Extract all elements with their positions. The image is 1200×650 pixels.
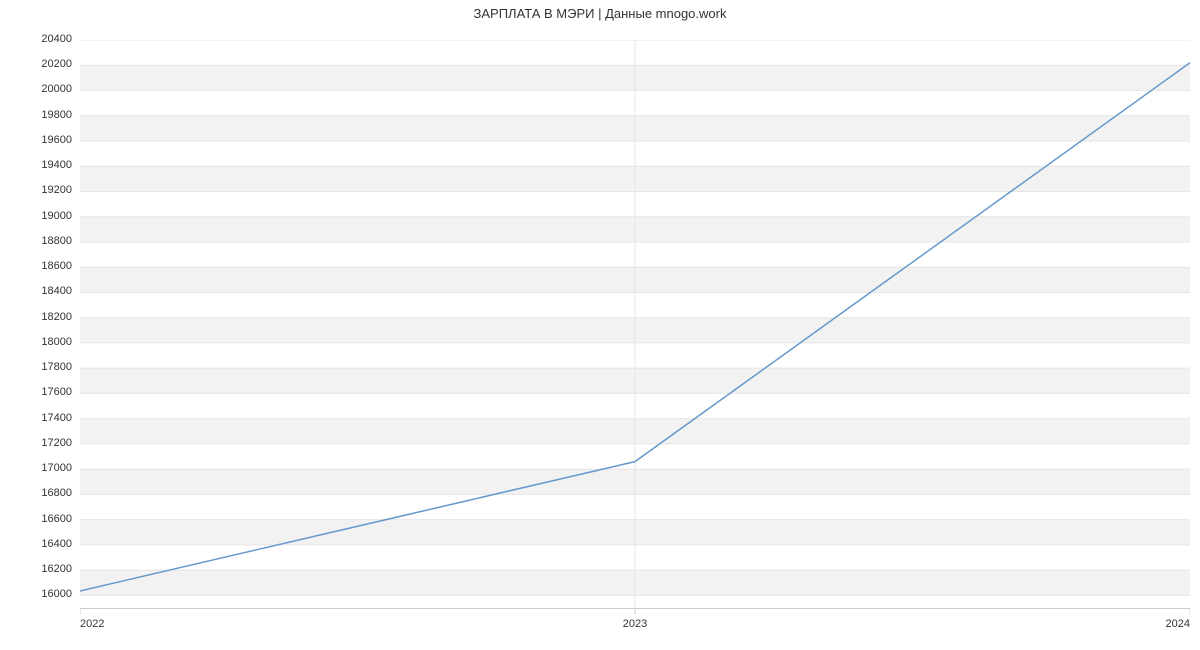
salary-line-chart: ЗАРПЛАТА В МЭРИ | Данные mnogo.work 1600… — [0, 0, 1200, 650]
y-tick-label: 17200 — [0, 437, 72, 449]
x-tick-label: 2022 — [80, 618, 140, 630]
chart-title: ЗАРПЛАТА В МЭРИ | Данные mnogo.work — [0, 6, 1200, 21]
y-tick-label: 18600 — [0, 260, 72, 272]
y-tick-label: 17600 — [0, 386, 72, 398]
x-tick-label: 2024 — [1130, 618, 1190, 630]
x-tick-label: 2023 — [605, 618, 665, 630]
chart-plot-svg — [80, 40, 1190, 616]
y-tick-label: 16200 — [0, 563, 72, 575]
y-tick-label: 16800 — [0, 487, 72, 499]
y-tick-label: 17400 — [0, 412, 72, 424]
y-tick-label: 18800 — [0, 235, 72, 247]
y-tick-label: 20400 — [0, 33, 72, 45]
y-tick-label: 19800 — [0, 109, 72, 121]
y-tick-label: 17000 — [0, 462, 72, 474]
y-tick-label: 16600 — [0, 513, 72, 525]
y-tick-label: 19000 — [0, 210, 72, 222]
y-tick-label: 16000 — [0, 588, 72, 600]
y-tick-label: 18400 — [0, 285, 72, 297]
y-tick-label: 19200 — [0, 184, 72, 196]
y-tick-label: 18000 — [0, 336, 72, 348]
y-tick-label: 20200 — [0, 58, 72, 70]
y-tick-label: 20000 — [0, 83, 72, 95]
y-tick-label: 19400 — [0, 159, 72, 171]
y-tick-label: 16400 — [0, 538, 72, 550]
y-tick-label: 17800 — [0, 361, 72, 373]
y-tick-label: 19600 — [0, 134, 72, 146]
y-tick-label: 18200 — [0, 311, 72, 323]
